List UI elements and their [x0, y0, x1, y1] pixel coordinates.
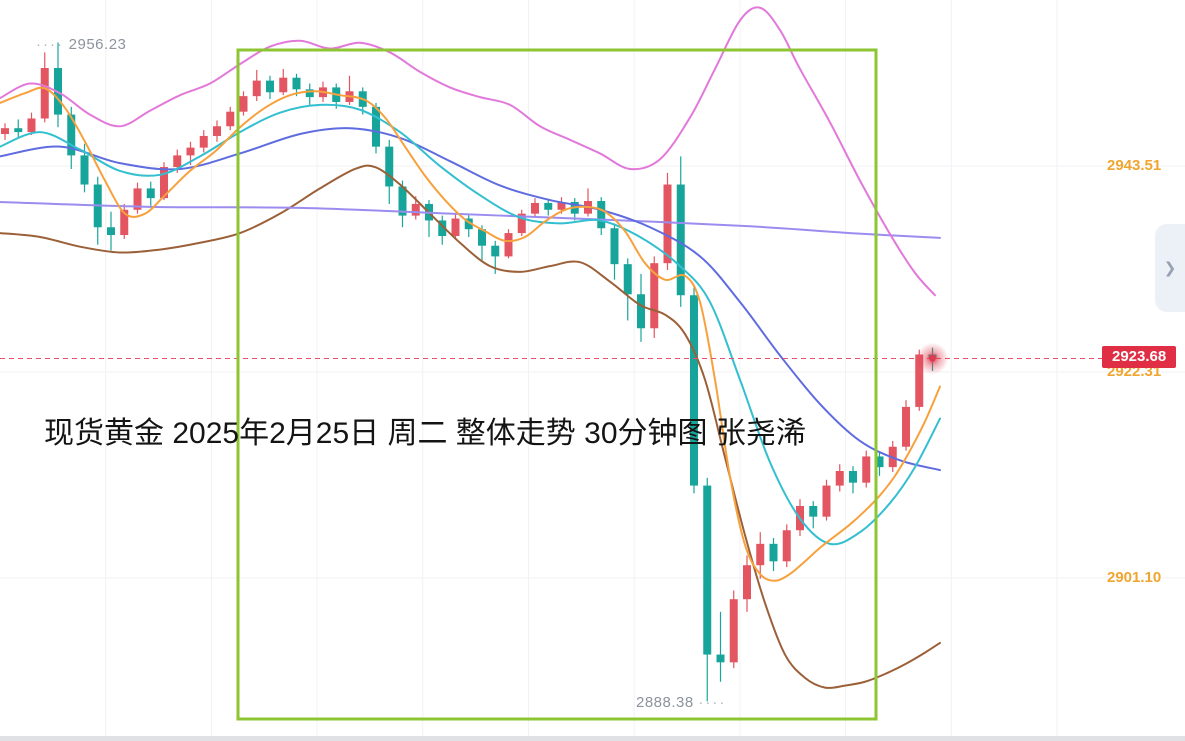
- candle-body: [915, 354, 924, 407]
- candle-body: [637, 294, 645, 329]
- candle-body: [252, 80, 261, 97]
- candle-body: [531, 202, 539, 214]
- ma-line-blue-mid-ma: [0, 127, 941, 472]
- candle-body: [716, 654, 725, 663]
- candle-body: [226, 111, 235, 127]
- ma-line-brown-lower-band: [0, 164, 941, 689]
- candle-body: [120, 209, 129, 236]
- candle-body: [729, 599, 738, 663]
- candle-body: [239, 96, 248, 112]
- ma-line-orange-fast-ma: [0, 86, 941, 582]
- candle-body: [835, 471, 844, 486]
- candle-body: [517, 213, 526, 234]
- session-low-value: 2888.38: [636, 694, 694, 711]
- candle-body: [67, 114, 76, 156]
- candle-body: [491, 245, 500, 257]
- candle-body: [703, 485, 712, 655]
- candle-body: [186, 147, 195, 156]
- panel-collapse-tab[interactable]: ❯: [1155, 224, 1185, 312]
- candle-body: [133, 188, 142, 210]
- candle-body: [782, 530, 791, 562]
- candle-body: [411, 203, 420, 216]
- candle-body: [809, 505, 818, 517]
- candle-body: [199, 135, 208, 148]
- candle-body: [107, 227, 115, 236]
- candle-body: [623, 264, 632, 295]
- session-high-label: ···· 2956.23: [36, 36, 126, 53]
- candle-body: [160, 167, 168, 199]
- candle-body: [902, 406, 910, 447]
- candle-body: [385, 146, 394, 187]
- current-price-dot: [929, 355, 936, 362]
- dotted-leader: ····: [36, 36, 64, 53]
- candle-body: [372, 106, 380, 147]
- session-low-label: 2888.38 ····: [636, 694, 726, 711]
- candle-body: [849, 471, 857, 483]
- candle-body: [690, 295, 698, 486]
- candle-body: [769, 543, 778, 562]
- candle-body: [862, 456, 871, 483]
- candle-body: [504, 233, 513, 257]
- candle-body: [464, 218, 473, 230]
- candle-body: [743, 565, 751, 600]
- candle-body: [14, 128, 23, 133]
- candle-body: [557, 202, 566, 210]
- candle-body: [305, 89, 314, 98]
- candle-body: [663, 184, 672, 264]
- ma-line-purple-slow-ma: [0, 201, 941, 239]
- candle-body: [173, 155, 182, 168]
- ma-line-cyan-ma: [0, 103, 941, 546]
- candle-body: [650, 263, 659, 329]
- candle-body: [279, 77, 288, 93]
- candle-body: [40, 67, 49, 119]
- candle-body: [438, 220, 447, 236]
- chevron-right-icon: ❯: [1163, 260, 1177, 277]
- annotation-box: [236, 48, 878, 721]
- candle-body: [676, 184, 685, 296]
- candle-body: [875, 456, 884, 468]
- candle-body: [756, 543, 765, 566]
- candle-body: [146, 188, 155, 199]
- candle-body: [398, 186, 407, 216]
- price-tick-label: 2901.10: [1107, 569, 1162, 586]
- candle-body: [266, 80, 274, 93]
- price-tick-label: 2943.51: [1107, 157, 1162, 174]
- session-high-value: 2956.23: [68, 36, 127, 53]
- candle-body: [292, 77, 301, 90]
- candle-body: [451, 218, 460, 236]
- chart-caption: 现货黄金 2025年2月25日 周二 整体走势 30分钟图 张尧浠: [44, 417, 806, 450]
- candle-body: [27, 118, 36, 133]
- ma-line-magenta-upper-band: [0, 6, 936, 297]
- dotted-leader: ····: [698, 694, 727, 711]
- candle-body: [478, 229, 486, 246]
- candle-body: [544, 202, 553, 210]
- candle-body: [597, 201, 606, 229]
- current-price-badge: 2923.68: [1102, 346, 1177, 368]
- candle-body: [80, 155, 89, 185]
- candle-body: [1, 128, 9, 135]
- candle-body: [822, 485, 831, 517]
- candle-body: [213, 126, 221, 136]
- horizontal-scrollbar[interactable]: [0, 736, 1185, 741]
- candle-body: [610, 228, 619, 265]
